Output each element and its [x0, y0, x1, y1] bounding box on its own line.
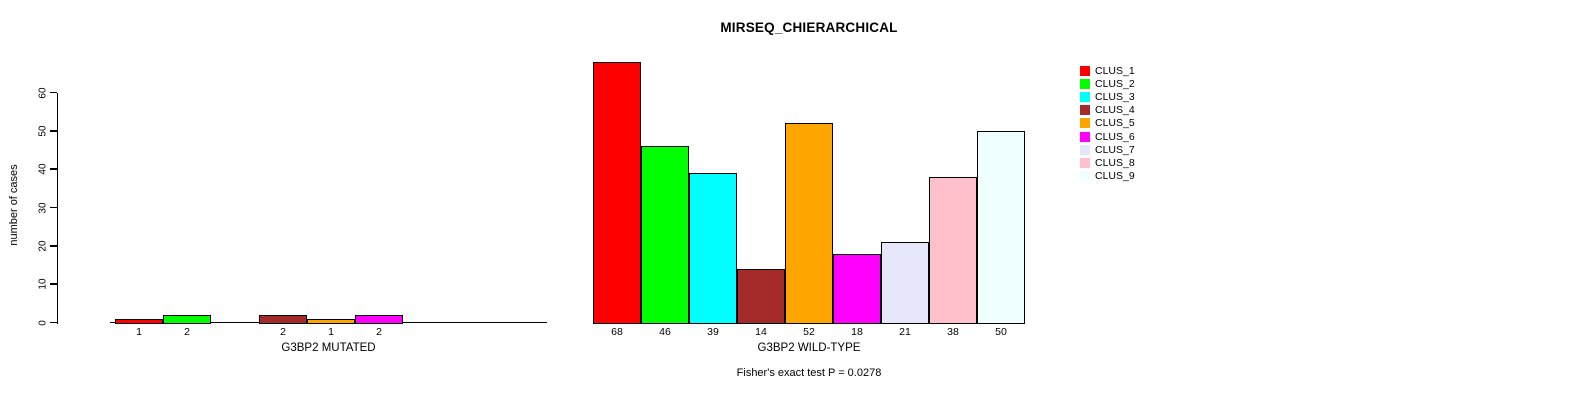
bar-label: 1 — [136, 326, 142, 338]
chart-title: MIRSEQ_CHIERARCHICAL — [720, 20, 898, 35]
bar-label: 2 — [376, 326, 382, 338]
bar-clus_1 — [115, 318, 163, 324]
y-tick-label: 50 — [37, 125, 49, 137]
bar-label: 39 — [707, 326, 719, 338]
legend-item-clus_4: CLUS_4 — [1080, 104, 1135, 117]
bar-clus_6 — [355, 314, 403, 324]
y-axis-line — [56, 92, 58, 324]
legend-item-clus_1: CLUS_1 — [1080, 64, 1135, 77]
bar-label: 14 — [755, 326, 767, 338]
y-tick — [49, 321, 57, 324]
legend-item-clus_2: CLUS_2 — [1080, 77, 1135, 90]
y-tick — [49, 130, 57, 132]
legend-item-clus_6: CLUS_6 — [1080, 130, 1135, 143]
bar-clus_3 — [689, 173, 737, 324]
bar-label: 46 — [659, 326, 671, 338]
legend: CLUS_1 CLUS_2 CLUS_3 CLUS_4 CLUS_5 CLUS_6 CLUS… — [1080, 64, 1135, 183]
bar-label: 1 — [328, 326, 334, 338]
y-tick — [49, 168, 57, 170]
bar-label: 68 — [611, 326, 623, 338]
bar-label: 2 — [280, 326, 286, 338]
y-tick — [49, 206, 57, 209]
legend-item-clus_8: CLUS_8 — [1080, 156, 1135, 169]
legend-swatch — [1080, 144, 1090, 155]
y-tick-label: 0 — [37, 319, 49, 326]
y-tick-label: 30 — [37, 201, 49, 214]
y-tick — [49, 245, 57, 247]
legend-swatch — [1080, 131, 1090, 142]
legend-item-clus_9: CLUS_9 — [1080, 170, 1135, 183]
legend-item-clus_5: CLUS_5 — [1080, 117, 1135, 130]
x-axis-label-mutated: G3BP2 MUTATED — [281, 342, 376, 354]
bar-label: 38 — [947, 326, 959, 338]
bar-clus_5 — [307, 318, 355, 324]
y-tick-label: 10 — [37, 278, 49, 290]
legend-swatch — [1080, 78, 1090, 89]
bar-clus_1 — [593, 61, 641, 324]
footnote-fisher-test: Fisher's exact test P = 0.0278 — [736, 367, 882, 379]
legend-swatch — [1080, 171, 1090, 182]
legend-label: CLUS_7 — [1095, 143, 1135, 156]
y-tick — [49, 91, 57, 94]
bar-clus_2 — [163, 314, 211, 324]
bar-label: 21 — [899, 326, 911, 338]
bar-clus_7 — [881, 242, 929, 324]
legend-swatch — [1080, 118, 1090, 129]
legend-swatch — [1080, 91, 1090, 102]
legend-item-clus_3: CLUS_3 — [1080, 90, 1135, 103]
legend-label: CLUS_1 — [1095, 64, 1135, 77]
bar-clus_6 — [833, 253, 881, 324]
bar-clus_4 — [737, 268, 785, 324]
x-axis-label-wildtype: G3BP2 WILD-TYPE — [757, 342, 861, 354]
bar-label: 2 — [184, 326, 190, 338]
legend-swatch — [1080, 157, 1090, 168]
bar-clus_4 — [259, 314, 307, 324]
legend-label: CLUS_3 — [1095, 90, 1135, 103]
y-tick-label: 40 — [37, 163, 49, 175]
bar-label: 52 — [803, 326, 815, 338]
y-tick — [49, 283, 57, 285]
bar-label: 18 — [851, 326, 863, 338]
legend-label: CLUS_2 — [1095, 77, 1135, 90]
legend-label: CLUS_4 — [1095, 104, 1135, 117]
legend-label: CLUS_6 — [1095, 130, 1135, 143]
y-tick-label: 60 — [37, 86, 49, 99]
y-axis-label: number of cases — [8, 164, 20, 246]
y-tick-label: 20 — [37, 240, 49, 252]
bar-clus_2 — [641, 146, 689, 324]
bar-label: 50 — [995, 326, 1007, 338]
legend-swatch — [1080, 65, 1090, 76]
legend-label: CLUS_5 — [1095, 117, 1135, 130]
bar-clus_9 — [977, 130, 1025, 324]
legend-label: CLUS_8 — [1095, 156, 1135, 169]
bar-clus_5 — [785, 123, 833, 324]
legend-label: CLUS_9 — [1095, 170, 1135, 183]
legend-item-clus_7: CLUS_7 — [1080, 143, 1135, 156]
legend-swatch — [1080, 105, 1090, 116]
bar-clus_8 — [929, 176, 977, 324]
